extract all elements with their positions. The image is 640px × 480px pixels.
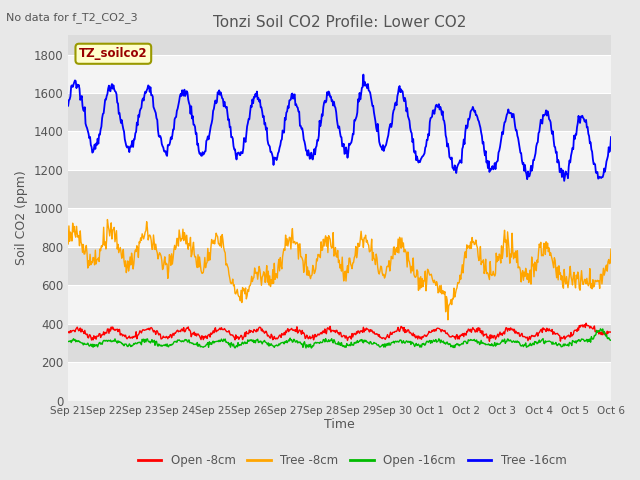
Bar [68,93,611,132]
Bar [68,324,611,362]
Bar [68,170,611,208]
Bar [68,362,611,401]
Y-axis label: Soil CO2 (ppm): Soil CO2 (ppm) [15,171,28,265]
Bar [68,247,611,286]
Bar [68,55,611,93]
Bar [68,208,611,247]
X-axis label: Time: Time [324,419,355,432]
Text: No data for f_T2_CO2_3: No data for f_T2_CO2_3 [6,12,138,23]
Title: Tonzi Soil CO2 Profile: Lower CO2: Tonzi Soil CO2 Profile: Lower CO2 [213,15,467,30]
Text: TZ_soilco2: TZ_soilco2 [79,47,148,60]
Legend: Open -8cm, Tree -8cm, Open -16cm, Tree -16cm: Open -8cm, Tree -8cm, Open -16cm, Tree -… [133,449,571,472]
Bar [68,132,611,170]
Bar [68,286,611,324]
Bar [68,36,611,55]
